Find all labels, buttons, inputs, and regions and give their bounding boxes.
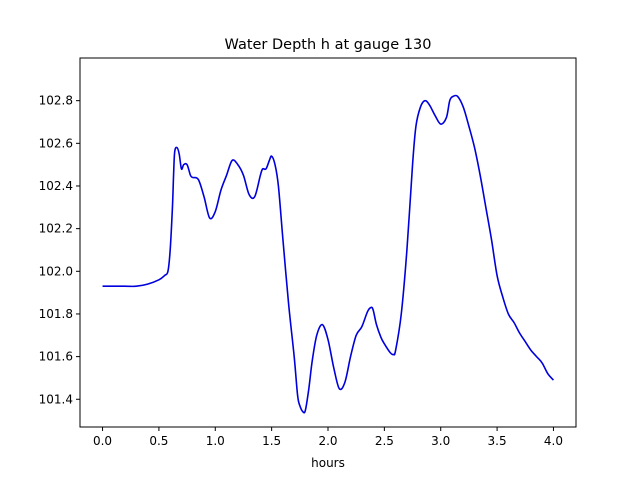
x-axis-label: hours (311, 456, 345, 470)
y-tick-label: 102.2 (39, 222, 73, 236)
x-tick-label: 0.0 (93, 434, 112, 448)
y-tick-label: 102.0 (39, 264, 73, 278)
chart-title: Water Depth h at gauge 130 (225, 37, 432, 53)
y-tick-label: 102.6 (39, 136, 73, 150)
x-axis: 0.0 0.5 1.0 1.5 2.0 2.5 3.0 3.5 4.0 (93, 427, 563, 448)
y-tick-label: 101.4 (39, 392, 73, 406)
x-tick-label: 2.5 (375, 434, 394, 448)
x-tick-label: 0.5 (149, 434, 168, 448)
plot-series (102, 94, 555, 414)
x-tick-label: 3.0 (431, 434, 450, 448)
x-tick-label: 1.0 (206, 434, 225, 448)
x-tick-label: 3.5 (488, 434, 507, 448)
y-tick-label: 101.8 (39, 307, 73, 321)
x-tick-label: 4.0 (544, 434, 563, 448)
y-tick-label: 102.8 (39, 94, 73, 108)
series-line-0 (102, 94, 555, 414)
y-tick-label: 102.4 (39, 179, 73, 193)
y-axis: 101.4 101.6 101.8 102.0 102.2 102.4 102.6 102.8 (39, 94, 80, 406)
x-tick-label: 2.0 (318, 434, 337, 448)
x-tick-label: 1.5 (262, 434, 281, 448)
y-tick-label: 101.6 (39, 350, 73, 364)
